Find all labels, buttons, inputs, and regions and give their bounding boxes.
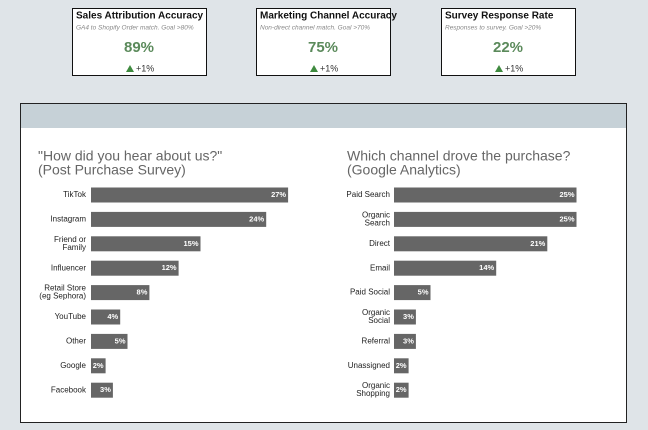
value-label: 15% <box>183 239 198 248</box>
bar <box>394 333 416 349</box>
kpi-value: 22% <box>493 39 523 56</box>
kpi-value: 75% <box>308 39 338 56</box>
kpi-subtitle: GA4 to Shopify Order match. Goal >80% <box>76 25 194 32</box>
value-label: 25% <box>559 190 574 199</box>
bar <box>394 285 431 301</box>
category-label: Facebook <box>51 385 87 394</box>
up-arrow <box>495 65 503 72</box>
value-label: 8% <box>137 288 148 297</box>
kpi-value: 89% <box>124 39 154 56</box>
kpi-subtitle: Non-direct channel match. Goal >70% <box>260 25 370 32</box>
panel-header <box>21 104 626 128</box>
bar <box>394 187 577 203</box>
category-label: Influencer <box>51 263 86 272</box>
chart-subtitle: (Google Analytics) <box>347 162 461 178</box>
bar <box>91 260 179 276</box>
value-label: 21% <box>530 239 545 248</box>
kpi-change: +1% <box>320 63 338 73</box>
value-label: 25% <box>559 214 574 223</box>
chart-title: "How did you hear about us?" <box>38 148 222 164</box>
kpi-title: Sales Attribution Accuracy <box>76 11 204 22</box>
value-label: 12% <box>162 263 177 272</box>
category-label: Google <box>60 361 86 370</box>
value-label: 2% <box>93 361 104 370</box>
value-label: 3% <box>403 312 414 321</box>
kpi-title: Marketing Channel Accuracy <box>260 11 397 22</box>
kpi-card <box>256 8 391 76</box>
up-arrow <box>310 65 318 72</box>
category-label: Email <box>370 263 390 272</box>
kpi-subtitle: Responses to survey. Goal >20% <box>445 25 541 32</box>
value-label: 14% <box>479 263 494 272</box>
bar <box>91 382 113 398</box>
bar <box>394 309 416 325</box>
bar <box>91 309 121 325</box>
up-arrow <box>126 65 134 72</box>
value-label: 27% <box>271 190 286 199</box>
bar <box>91 187 289 203</box>
category-label: Organic Search <box>362 211 390 228</box>
kpi-change: +1% <box>505 63 523 73</box>
bar <box>394 382 409 398</box>
bar <box>91 285 150 301</box>
kpi-title: Survey Response Rate <box>445 11 554 22</box>
bar <box>91 236 201 252</box>
kpi-change: +1% <box>136 63 154 73</box>
category-label: Paid Search <box>346 190 390 199</box>
value-label: 2% <box>396 385 407 394</box>
category-label: Paid Social <box>350 288 390 297</box>
chart-subtitle: (Post Purchase Survey) <box>38 162 186 178</box>
bar <box>394 236 548 252</box>
category-label: Instagram <box>50 215 86 224</box>
category-label: Organic Social <box>362 308 390 325</box>
value-label: 2% <box>396 361 407 370</box>
kpi-card <box>441 8 576 76</box>
kpi-card <box>72 8 207 76</box>
bar <box>91 333 128 349</box>
category-label: Unassigned <box>348 361 390 370</box>
value-label: 5% <box>418 288 429 297</box>
value-label: 4% <box>107 312 118 321</box>
bar <box>394 358 409 374</box>
value-label: 3% <box>100 385 111 394</box>
category-label: Organic Shopping <box>356 381 390 398</box>
bar <box>91 211 267 227</box>
category-label: Direct <box>369 239 391 248</box>
bar <box>394 260 497 276</box>
category-label: TikTok <box>63 190 87 199</box>
bar <box>91 358 106 374</box>
category-label: Referral <box>362 337 391 346</box>
bar <box>394 211 577 227</box>
category-label: Other <box>66 337 86 346</box>
value-label: 3% <box>403 336 414 345</box>
value-label: 24% <box>249 214 264 223</box>
category-label: Retail Store (eg Sephora) <box>39 284 86 301</box>
category-label: YouTube <box>55 312 87 321</box>
value-label: 5% <box>115 336 126 345</box>
chart-title: Which channel drove the purchase? <box>347 148 571 164</box>
category-label: Friend or Family <box>54 235 86 252</box>
